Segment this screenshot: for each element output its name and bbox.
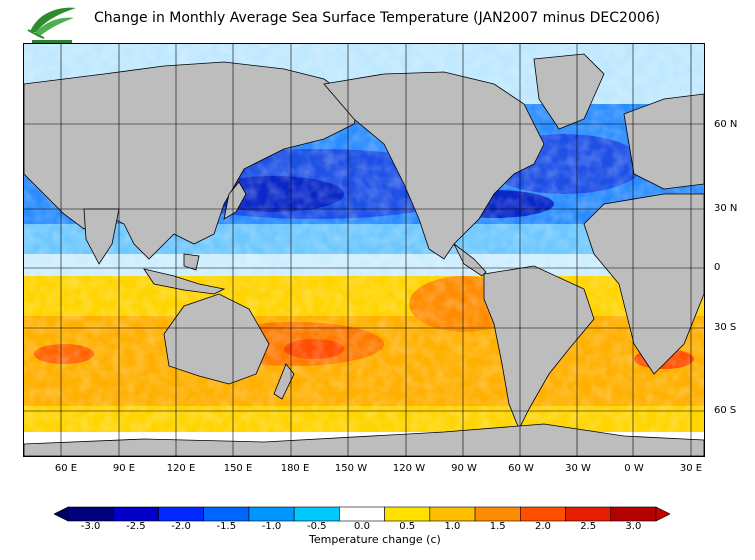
legend-swatch — [565, 506, 612, 522]
legend-arrow-low — [54, 506, 69, 522]
lon-label-0w: 0 W — [624, 463, 644, 474]
legend-swatch — [339, 506, 385, 522]
sst-map-canvas — [24, 44, 704, 456]
lat-label-60n: 60 N — [714, 119, 738, 130]
legend-swatch — [158, 506, 204, 522]
legend-swatch — [203, 506, 250, 522]
legend-colorbar — [54, 506, 670, 522]
lon-label-120e: 120 E — [166, 463, 196, 474]
lon-label-180e: 180 E — [280, 463, 310, 474]
observatory-logo — [27, 7, 76, 43]
landmass-north-america — [323, 71, 545, 260]
legend-tick-label: -3.0 — [80, 521, 101, 532]
legend-tick-label: 1.0 — [444, 521, 461, 532]
landmass-africa — [583, 193, 704, 375]
landmass-australia — [163, 293, 270, 385]
landmass-europe — [623, 93, 704, 190]
landmass-antarctica — [24, 423, 704, 456]
lat-label-30n: 30 N — [714, 203, 738, 214]
lon-label-90e: 90 E — [112, 463, 136, 474]
legend-tick-label: 1.5 — [489, 521, 506, 532]
lat-label-30s: 30 S — [714, 322, 737, 333]
lon-label-30w: 30 W — [565, 463, 591, 474]
legend-tick-label: 0.0 — [354, 521, 370, 532]
landmass-new-zealand — [273, 363, 295, 400]
landmass-indonesia — [143, 268, 226, 295]
sst-map — [23, 43, 705, 457]
lon-label-150w: 150 W — [334, 463, 368, 474]
legend-tick-label: 2.0 — [534, 521, 551, 532]
lon-label-60e: 60 E — [54, 463, 78, 474]
lon-label-150e: 150 E — [223, 463, 253, 474]
chart-title: Change in Monthly Average Sea Surface Te… — [94, 10, 661, 26]
legend-tick-label: -1.0 — [261, 521, 282, 532]
landmass-south-america — [483, 265, 595, 430]
landmass-japan — [223, 181, 247, 220]
legend-tick-label: -0.5 — [307, 521, 327, 532]
legend-tick-label: -2.0 — [171, 521, 191, 532]
legend-swatch — [384, 506, 431, 522]
legend-swatch — [67, 506, 114, 522]
lon-label-90w: 90 W — [451, 463, 477, 474]
landmass-greenland — [533, 53, 605, 130]
legend-swatch — [520, 506, 566, 522]
legend-tick-label: 0.5 — [399, 521, 416, 532]
legend-swatch — [248, 506, 295, 522]
legend-tick-label: -1.5 — [216, 521, 237, 532]
graticule — [24, 44, 704, 456]
land-masses — [24, 53, 704, 456]
lat-label-60s: 60 S — [714, 405, 737, 416]
legend-arrow-high — [655, 506, 670, 522]
legend-tick-label: 2.5 — [580, 521, 597, 532]
lon-label-30e: 30 E — [679, 463, 703, 474]
lat-label-0: 0 — [714, 262, 721, 273]
legend-swatch — [474, 506, 521, 522]
legend-swatch — [112, 506, 159, 522]
legend-swatch — [429, 506, 476, 522]
legend-tick-label: -2.5 — [126, 521, 146, 532]
legend-title: Temperature change (c) — [309, 533, 441, 546]
lon-label-120w: 120 W — [392, 463, 426, 474]
legend-swatch — [293, 506, 340, 522]
legend-tick-label: 3.0 — [625, 521, 642, 532]
legend-swatch — [610, 506, 657, 522]
lon-label-60w: 60 W — [508, 463, 534, 474]
